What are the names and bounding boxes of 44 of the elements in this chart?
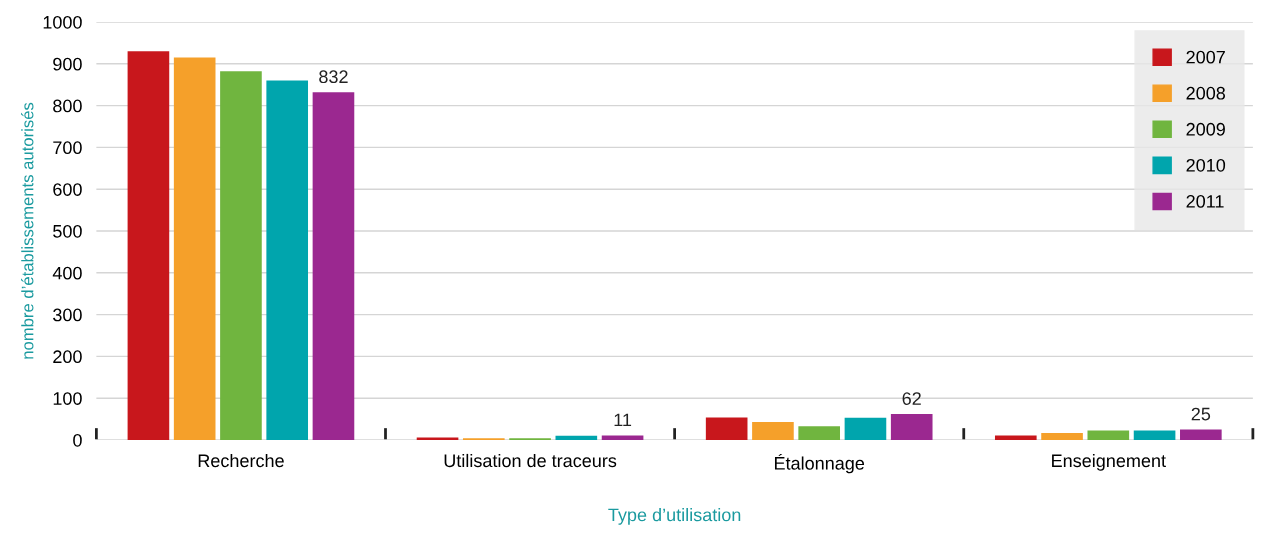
legend-label: 2007 bbox=[1186, 50, 1225, 64]
y-tick-label: 600 bbox=[53, 183, 82, 196]
bar bbox=[266, 80, 309, 440]
bar bbox=[1180, 429, 1222, 440]
bar bbox=[1087, 430, 1130, 440]
data-label: 832 bbox=[319, 70, 348, 84]
x-tick-label: Utilisation de traceurs bbox=[444, 453, 617, 468]
x-axis-title: Type d’utilisation bbox=[608, 508, 741, 525]
x-tick-label: Recherche bbox=[198, 453, 284, 468]
bar bbox=[752, 422, 794, 440]
y-tick-label: 500 bbox=[53, 224, 82, 238]
data-label: 62 bbox=[902, 392, 921, 405]
bar bbox=[416, 437, 459, 440]
legend-label: 2008 bbox=[1186, 86, 1226, 100]
y-tick-label: 200 bbox=[53, 350, 82, 364]
y-tick-label: 1000 bbox=[43, 15, 82, 29]
x-tick-label: Étalonnage bbox=[774, 453, 865, 474]
bar bbox=[890, 414, 933, 440]
data-label: 11 bbox=[614, 413, 632, 427]
y-tick-label: 800 bbox=[53, 99, 82, 113]
y-tick-label: 0 bbox=[73, 433, 82, 447]
y-tick-label: 100 bbox=[53, 392, 82, 405]
bar bbox=[312, 92, 355, 440]
y-tick-label: 700 bbox=[53, 141, 82, 155]
y-tick-label: 900 bbox=[53, 57, 82, 71]
bar bbox=[1133, 430, 1176, 440]
legend-label: 2010 bbox=[1186, 158, 1226, 172]
bar bbox=[173, 57, 216, 440]
y-tick-label: 300 bbox=[53, 308, 82, 322]
bar bbox=[127, 51, 170, 440]
data-label: 25 bbox=[1191, 407, 1211, 421]
bar bbox=[798, 426, 840, 440]
bar bbox=[555, 435, 598, 440]
legend-label: 2009 bbox=[1186, 122, 1225, 136]
bar bbox=[1041, 432, 1083, 440]
bar bbox=[220, 71, 262, 440]
bar bbox=[844, 417, 887, 440]
legend-label: 2011 bbox=[1186, 195, 1224, 208]
y-tick-label: 400 bbox=[52, 266, 82, 280]
bar bbox=[601, 435, 644, 440]
bar bbox=[994, 435, 1037, 440]
x-tick-label: Enseignement bbox=[1052, 453, 1166, 471]
y-axis-title: nombre d’établissements autorisés bbox=[21, 102, 34, 359]
bar bbox=[705, 417, 748, 440]
